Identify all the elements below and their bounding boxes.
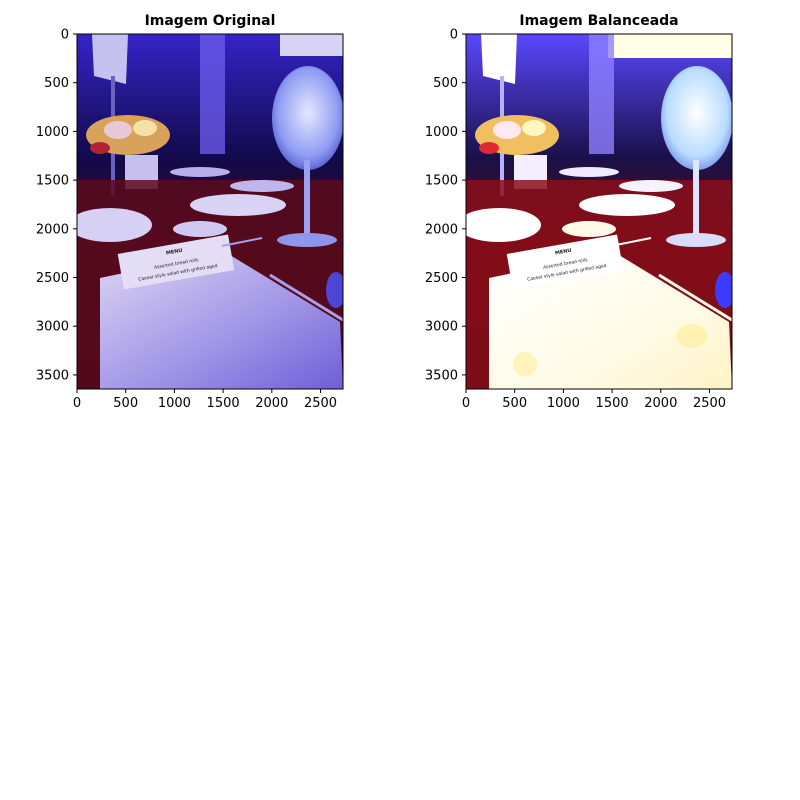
menu-heading: MENU — [555, 248, 572, 257]
y-tick-label: 1500 — [425, 174, 458, 189]
y-tick-label: 0 — [61, 28, 69, 43]
y-tick-label: 1500 — [36, 174, 69, 189]
y-tick-label: 2500 — [36, 271, 69, 286]
panel-original: Imagem Original — [36, 13, 344, 411]
menu-card: MENU Assorted bread rolls Caesar style s… — [506, 234, 624, 290]
x-tick-label: 0 — [462, 396, 470, 411]
x-tick-label: 2000 — [255, 396, 288, 411]
x-tick-label: 1500 — [596, 396, 629, 411]
y-tick-label: 500 — [433, 76, 458, 91]
y-tick-label: 3500 — [425, 368, 458, 383]
axes-frame — [465, 33, 733, 390]
axes-frame — [76, 33, 344, 390]
y-tick-label: 0 — [450, 28, 458, 43]
y-tick-label: 1000 — [36, 125, 69, 140]
menu-heading: MENU — [166, 248, 183, 257]
y-tick-label: 3500 — [36, 368, 69, 383]
x-tick-label: 0 — [73, 396, 81, 411]
x-tick-label: 2000 — [644, 396, 677, 411]
x-tick-label: 1000 — [158, 396, 191, 411]
y-tick-label: 3000 — [425, 320, 458, 335]
y-tick-label: 2000 — [36, 222, 69, 237]
x-tick-label: 2500 — [693, 396, 726, 411]
x-axis: 0 500 1000 1500 2000 2500 — [73, 389, 337, 411]
y-axis: 0 500 1000 1500 2000 2500 3000 3500 — [425, 28, 466, 383]
x-tick-label: 500 — [502, 396, 527, 411]
x-tick-label: 2500 — [304, 396, 337, 411]
x-tick-label: 500 — [113, 396, 138, 411]
x-tick-label: 1000 — [547, 396, 580, 411]
panel-title: Imagem Balanceada — [519, 13, 678, 29]
panel-title: Imagem Original — [145, 13, 276, 29]
y-tick-label: 1000 — [425, 125, 458, 140]
y-axis: 0 500 1000 1500 2000 2500 3000 3500 — [36, 28, 77, 383]
photo-original: MENU Assorted bread rolls Caesar style s… — [77, 34, 343, 389]
panel-balanced: Imagem Balanceada — [425, 13, 733, 411]
photo-balanced: MENU Assorted bread rolls Caesar style s… — [466, 34, 732, 389]
y-tick-label: 2500 — [425, 271, 458, 286]
x-tick-label: 1500 — [207, 396, 240, 411]
y-tick-label: 3000 — [36, 320, 69, 335]
y-tick-label: 2000 — [425, 222, 458, 237]
y-tick-label: 500 — [44, 76, 69, 91]
x-axis: 0 500 1000 1500 2000 2500 — [462, 389, 726, 411]
menu-card: MENU Assorted bread rolls Caesar style s… — [117, 234, 235, 290]
